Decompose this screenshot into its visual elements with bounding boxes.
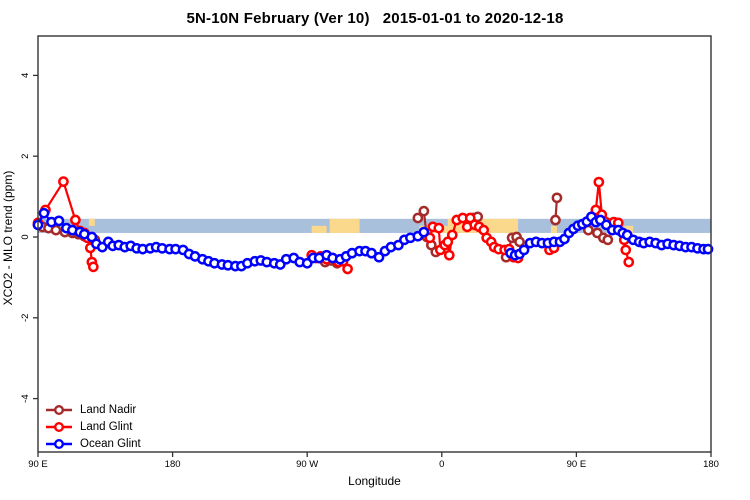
data-point [446, 229, 458, 241]
data-point [373, 251, 385, 263]
map-ocean-strip [38, 218, 711, 233]
legend-label-land-nadir: Land Nadir [80, 403, 137, 416]
plot-border [37, 35, 712, 453]
data-point [620, 244, 632, 256]
map-land-patch [624, 225, 634, 233]
data-point [443, 249, 455, 261]
map-land-patch [329, 218, 360, 233]
x-tick-label: 0 [439, 459, 444, 470]
data-point [514, 236, 525, 248]
data-point [433, 222, 445, 234]
y-tick-label: 0 [20, 234, 31, 239]
map-land-patch [311, 225, 327, 233]
x-tick-label: 180 [703, 459, 719, 470]
land-nadir-marker-icon [46, 404, 72, 415]
x-tick-label: 180 [165, 459, 181, 470]
series-ocean-glint [32, 207, 714, 272]
x-axis-label: Longitude [348, 474, 401, 488]
data-point [53, 215, 65, 227]
data-point [550, 214, 561, 226]
data-point [593, 176, 605, 188]
y-tick-label: 2 [20, 154, 31, 159]
y-axis-label: XCO2 - MLO trend (ppm) [1, 170, 15, 306]
x-tick-label: 90 E [28, 459, 48, 470]
legend: Land Nadir Land Glint Ocean Glint [46, 401, 141, 452]
data-point [58, 176, 69, 188]
land-glint-marker-icon [46, 421, 72, 432]
ocean-glint-marker-icon [46, 438, 72, 449]
data-point [602, 234, 614, 246]
data-point [87, 261, 99, 273]
data-point [551, 192, 563, 204]
data-point [70, 214, 81, 226]
y-axis-ticks: -4 -2 0 2 4 [20, 73, 38, 403]
data-point [50, 224, 62, 236]
map-land-patch [550, 225, 557, 233]
data-point [623, 256, 635, 268]
x-axis-ticks: 90 E 180 90 W 0 90 E 180 [28, 452, 719, 470]
x-tick-label: 90 W [296, 459, 318, 470]
x-tick-label: 90 E [567, 459, 587, 470]
y-tick-label: 4 [20, 73, 31, 78]
data-point [342, 263, 353, 275]
data-point [702, 243, 714, 255]
data-point [418, 226, 430, 238]
data-point [412, 212, 424, 224]
legend-label-land-glint: Land Glint [80, 420, 133, 433]
map-land-patch [88, 218, 95, 226]
y-tick-label: -4 [20, 394, 31, 402]
data-point [518, 244, 530, 256]
legend-label-ocean-glint: Ocean Glint [80, 437, 141, 450]
data-point [38, 207, 50, 219]
legend-row-ocean-glint: Ocean Glint [46, 435, 141, 452]
y-tick-label: -2 [20, 314, 31, 322]
legend-row-land-nadir: Land Nadir [46, 401, 141, 418]
data-point [418, 205, 430, 217]
chart-title: 5N-10N February (Ver 10) 2015-01-01 to 2… [186, 10, 564, 27]
legend-row-land-glint: Land Glint [46, 418, 141, 435]
